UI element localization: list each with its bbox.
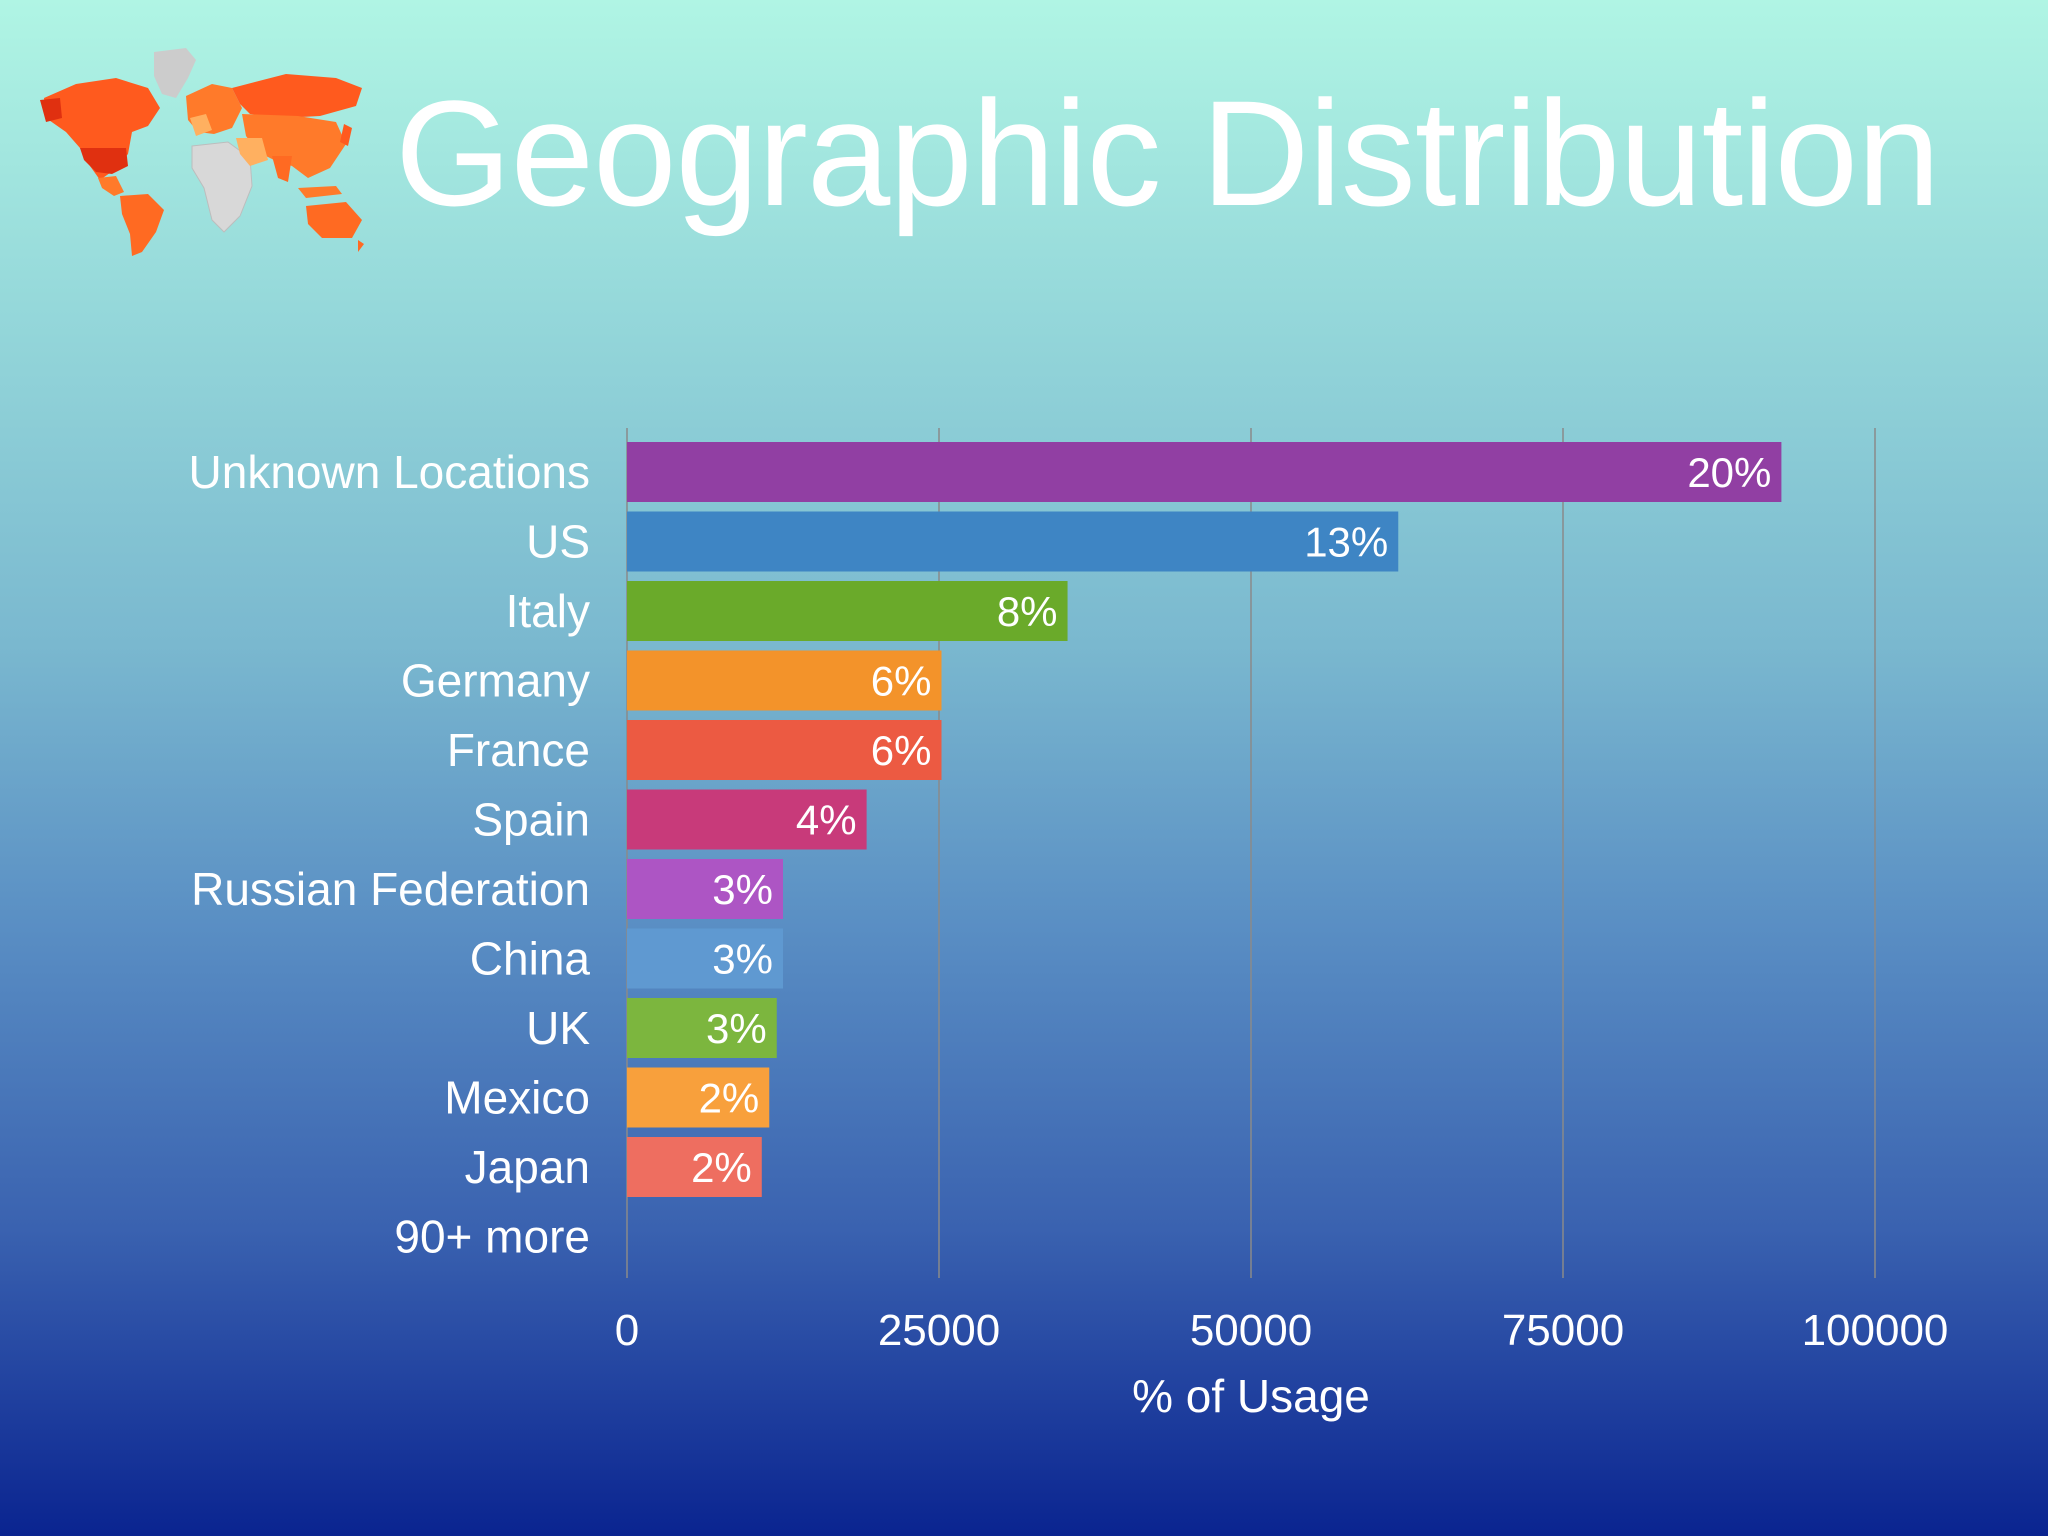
- x-tick-label: 75000: [1502, 1306, 1624, 1355]
- data-label: 2%: [691, 1144, 752, 1191]
- world-map-icon: [40, 48, 364, 256]
- category-label: 90+ more: [394, 1211, 590, 1263]
- map-south-america: [120, 194, 164, 256]
- data-label: 4%: [796, 797, 857, 844]
- map-indonesia: [298, 186, 342, 198]
- map-greenland: [154, 48, 196, 98]
- bar: [627, 998, 777, 1058]
- slide-title: Geographic Distribution: [395, 69, 1940, 237]
- map-central-america: [98, 176, 124, 196]
- map-north-america: [44, 78, 160, 180]
- category-label: Mexico: [444, 1072, 590, 1124]
- map-australia: [306, 202, 362, 238]
- data-label: 3%: [712, 936, 773, 983]
- data-labels: 20% 13% 8% 6% 6% 4% 3% 3% 3% 2% 2%: [691, 449, 1771, 1191]
- data-label: 6%: [871, 727, 932, 774]
- data-label: 8%: [997, 588, 1058, 635]
- bar: [627, 928, 783, 989]
- category-label: Germany: [401, 655, 590, 707]
- map-russia: [232, 74, 362, 118]
- bar: [627, 1067, 770, 1128]
- map-alaska: [40, 98, 62, 122]
- category-label: UK: [526, 1002, 590, 1054]
- data-label: 13%: [1304, 519, 1388, 566]
- bar: [627, 442, 1782, 502]
- category-label: Unknown Locations: [189, 446, 590, 498]
- category-label: France: [447, 724, 590, 776]
- data-label: 3%: [706, 1005, 767, 1052]
- category-label: Japan: [465, 1141, 590, 1193]
- data-label: 3%: [712, 866, 773, 913]
- map-japan: [340, 124, 352, 146]
- bars: [627, 442, 1782, 1197]
- category-label: Russian Federation: [191, 863, 590, 915]
- category-label: China: [470, 933, 591, 985]
- x-tick-label: 100000: [1802, 1306, 1949, 1355]
- bar: [627, 859, 783, 919]
- map-europe-west: [190, 114, 212, 136]
- x-tick-label: 25000: [878, 1306, 1000, 1355]
- category-label: US: [526, 516, 590, 568]
- map-india: [272, 156, 292, 182]
- data-label: 2%: [699, 1075, 760, 1122]
- data-label: 20%: [1687, 449, 1771, 496]
- x-tick-labels: 0 25000 50000 75000 100000: [615, 1306, 1949, 1355]
- bar: [627, 1137, 762, 1197]
- category-label: Spain: [472, 794, 590, 846]
- x-tick-label: 50000: [1190, 1306, 1312, 1355]
- map-asia: [242, 114, 346, 178]
- x-tick-label: 0: [615, 1306, 639, 1355]
- x-axis-label: % of Usage: [1132, 1370, 1370, 1422]
- bar: [627, 511, 1399, 572]
- bar: [627, 650, 942, 711]
- category-label: Italy: [506, 585, 590, 637]
- map-usa: [80, 148, 128, 174]
- map-new-zealand: [358, 240, 364, 252]
- map-middle-east: [236, 138, 268, 166]
- bar: [627, 789, 867, 850]
- bar: [627, 720, 942, 780]
- bar: [627, 581, 1068, 641]
- data-label: 6%: [871, 658, 932, 705]
- category-labels: Unknown Locations US Italy Germany France Spa…: [189, 446, 591, 1263]
